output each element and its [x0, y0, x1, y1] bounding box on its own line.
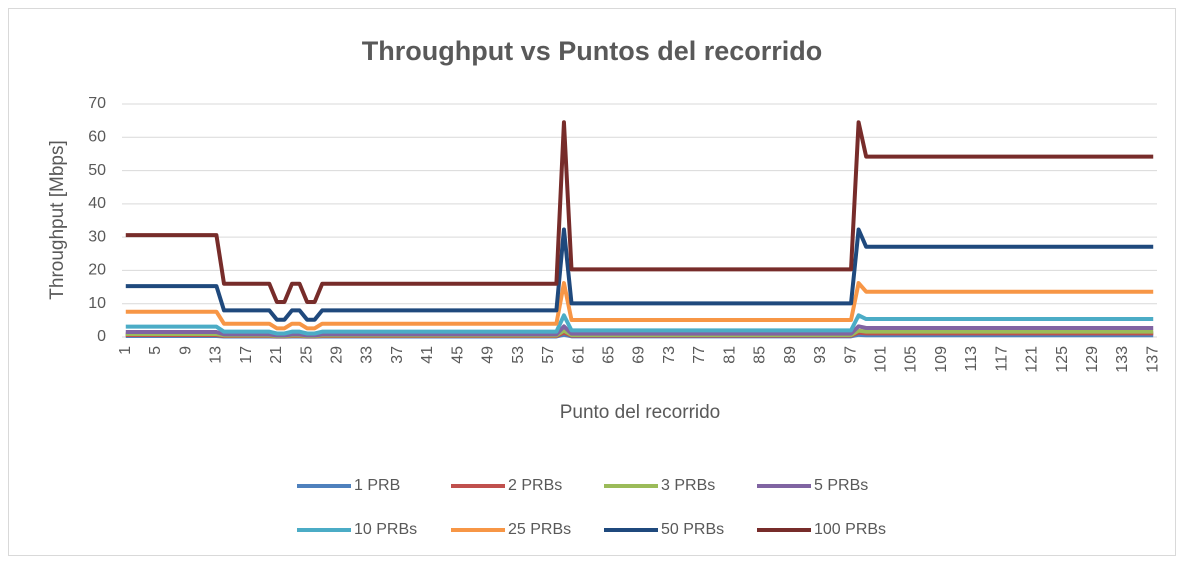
- x-tick-label: 33: [359, 346, 376, 364]
- x-tick-label: 25: [298, 346, 315, 364]
- y-tick-label: 70: [88, 95, 106, 112]
- series-line: [125, 313, 1154, 336]
- x-tick-label: 69: [631, 346, 648, 364]
- series-line: [125, 227, 1154, 322]
- x-tick-label: 49: [480, 346, 497, 364]
- legend-label: 1 PRB: [354, 477, 400, 494]
- series-line: [125, 281, 1154, 331]
- x-tick-label: 13: [208, 346, 225, 364]
- y-tick-label: 30: [88, 228, 106, 245]
- x-tick-label: 121: [1024, 346, 1041, 373]
- y-axis-title: Throughput [Mbps]: [47, 140, 68, 299]
- x-tick-label: 93: [812, 346, 829, 364]
- x-tick-label: 125: [1054, 346, 1071, 373]
- chart-title: Throughput vs Puntos del recorrido: [362, 36, 823, 66]
- x-tick-label: 41: [419, 346, 436, 364]
- x-tick-label: 105: [903, 346, 920, 373]
- series-line: [125, 120, 1154, 305]
- y-tick-label: 60: [88, 129, 106, 146]
- x-tick-label: 117: [993, 346, 1010, 372]
- x-tick-label: 89: [782, 346, 799, 364]
- x-axis-title: Punto del recorrido: [560, 402, 721, 423]
- legend-label: 5 PRBs: [814, 477, 868, 494]
- chart-border: [8, 8, 1176, 556]
- x-tick-label: 97: [842, 346, 859, 364]
- x-tick-label: 5: [147, 346, 164, 355]
- x-tick-label: 53: [510, 346, 527, 364]
- x-tick-label: 9: [177, 346, 194, 355]
- legend-label: 25 PRBs: [508, 521, 571, 538]
- y-tick-label: 40: [88, 195, 106, 212]
- legend-label: 10 PRBs: [354, 521, 417, 538]
- x-tick-label: 85: [752, 346, 769, 364]
- x-tick-label: 37: [389, 346, 406, 364]
- legend-label: 50 PRBs: [661, 521, 724, 538]
- legend-label: 3 PRBs: [661, 477, 715, 494]
- x-tick-label: 21: [268, 346, 285, 364]
- x-tick-label: 101: [872, 346, 889, 373]
- y-tick-label: 0: [97, 328, 106, 345]
- x-tick-label: 65: [600, 346, 617, 364]
- x-tick-label: 133: [1114, 346, 1131, 373]
- y-tick-label: 20: [88, 262, 106, 279]
- x-tick-label: 81: [721, 346, 738, 364]
- series-line: [125, 324, 1154, 338]
- x-tick-label: 1: [117, 346, 134, 355]
- x-tick-label: 45: [449, 346, 466, 364]
- y-tick-label: 10: [88, 295, 106, 312]
- x-tick-label: 113: [963, 346, 980, 372]
- x-tick-label: 57: [540, 346, 557, 364]
- y-tick-label: 50: [88, 162, 106, 179]
- x-tick-label: 129: [1084, 346, 1101, 373]
- x-tick-label: 77: [691, 346, 708, 364]
- legend-label: 100 PRBs: [814, 521, 886, 538]
- x-tick-label: 137: [1144, 346, 1161, 373]
- legend-label: 2 PRBs: [508, 477, 562, 494]
- x-tick-label: 17: [238, 346, 255, 364]
- x-tick-label: 109: [933, 346, 950, 373]
- x-tick-label: 29: [329, 346, 346, 364]
- x-tick-label: 73: [661, 346, 678, 364]
- x-tick-label: 61: [570, 346, 587, 364]
